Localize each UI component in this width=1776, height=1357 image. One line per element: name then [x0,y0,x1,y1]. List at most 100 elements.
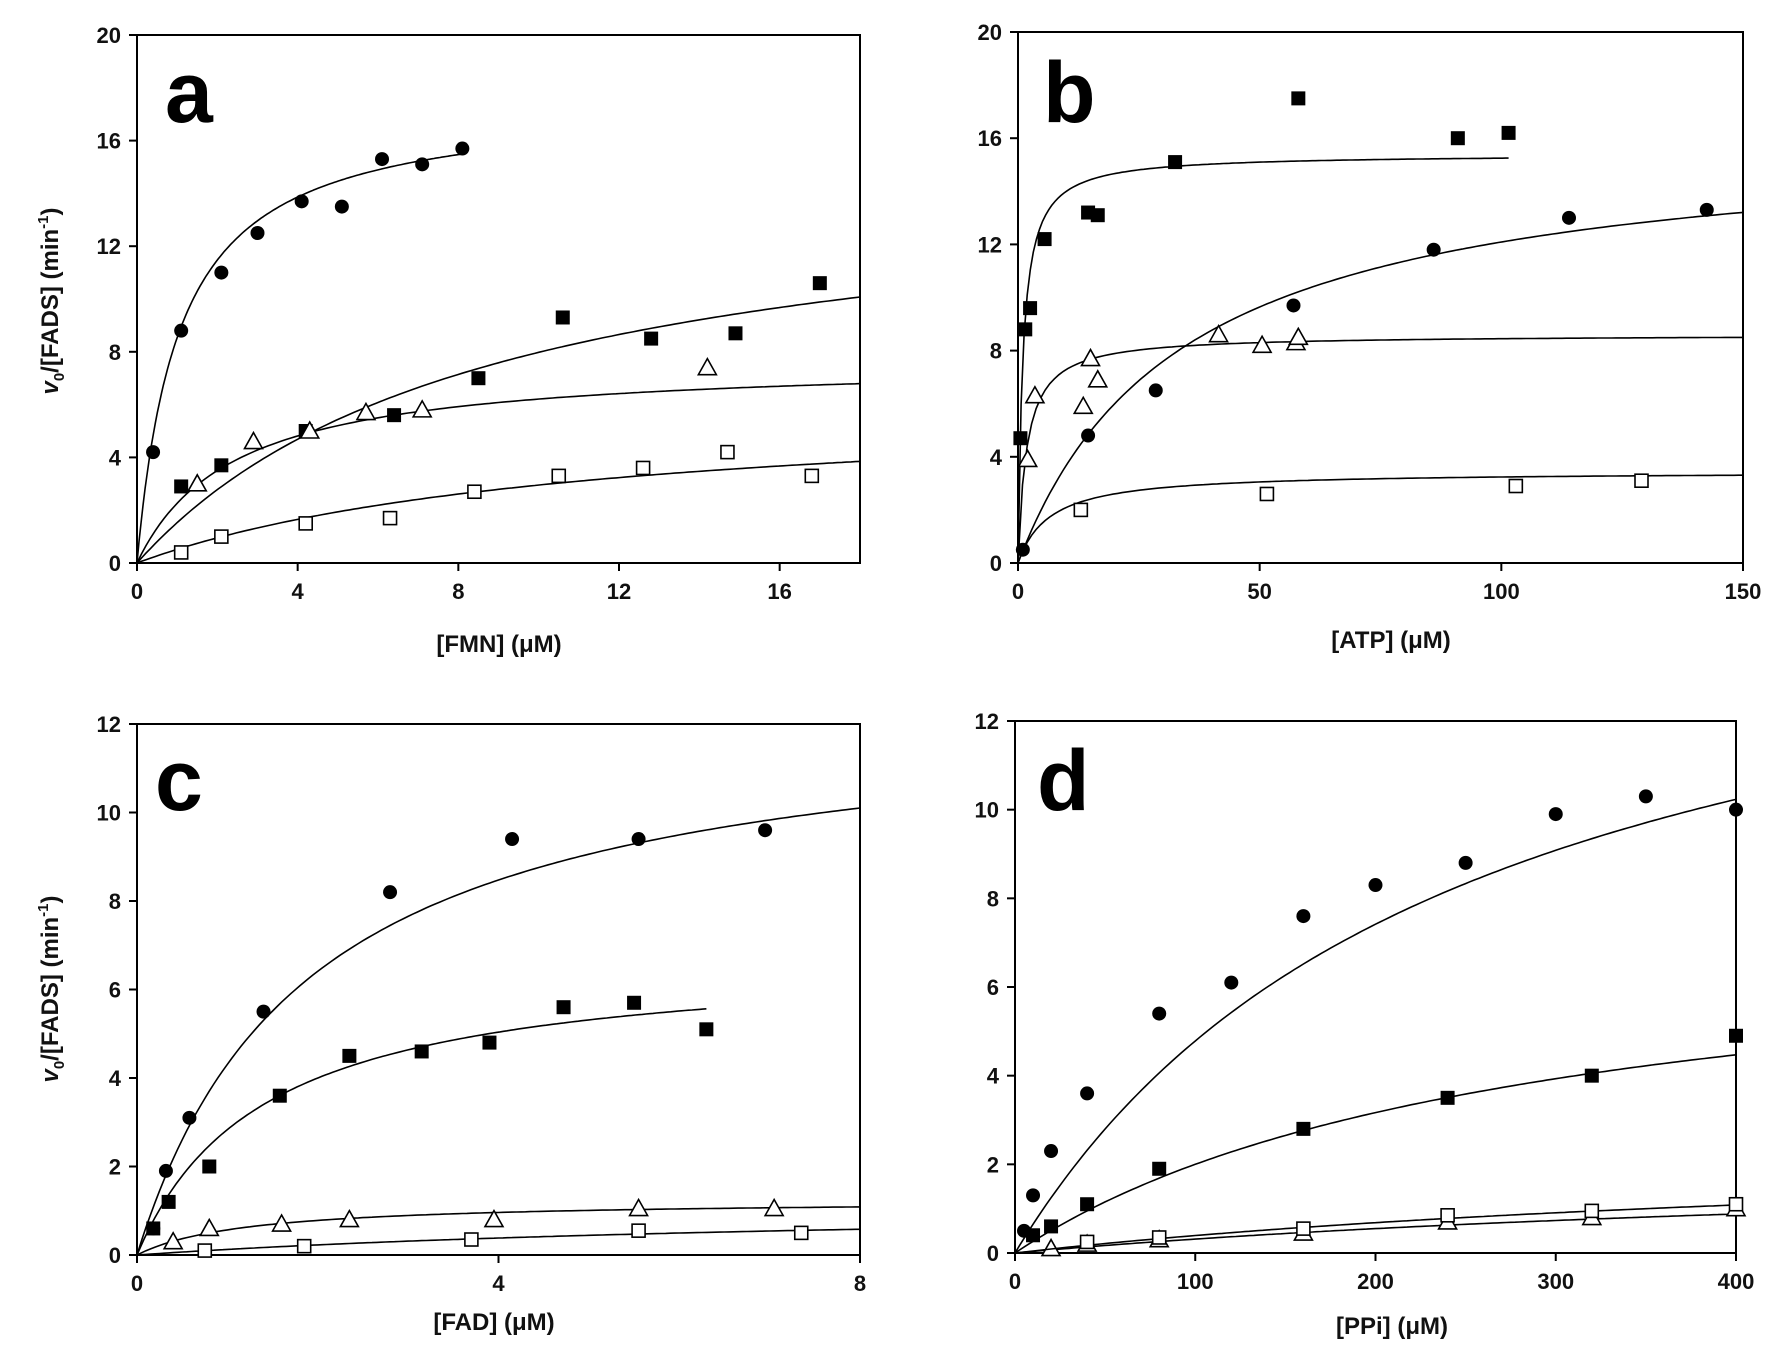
panel-d-ytick-label: 0 [987,1241,999,1266]
panel-b-ytick-label: 12 [978,232,1002,257]
panel-c-point-open-triangles [483,1208,505,1228]
panel-a-point-open-triangles [411,399,433,418]
panel-d-point-filled-circles [1224,975,1239,990]
panel-a-point-filled-squares [174,479,189,494]
panel-d-point-filled-circles [1729,802,1743,817]
panel-c-point-filled-circles [182,1110,197,1125]
panel-d-xtick-label: 0 [1009,1269,1021,1294]
panel-c-point-filled-circles [505,832,520,847]
panel-d-point-filled-squares [1729,1028,1743,1043]
panel-b-xtick-label: 150 [1725,579,1762,604]
panel-c-point-open-squares [197,1243,213,1258]
panel-a-point-open-squares [720,444,735,460]
panel-c-point-filled-circles [631,832,646,847]
panel-d-plot-frame [1014,720,1737,1254]
panel-b-point-open-triangles [1024,385,1046,404]
panel-a-point-filled-squares [555,310,570,325]
panel-a-point-open-squares [467,484,482,500]
panel-d-point-open-squares [1079,1234,1095,1250]
panel-a-xtick-label: 8 [452,579,464,604]
panel-b: b [ATP] (μM) 0 50 100 150 0 4 8 12 16 20 [978,20,1762,654]
panel-b-point-open-squares [1259,486,1275,502]
panel-a-ytick-label: 8 [109,340,121,365]
panel-d-point-filled-squares [1026,1228,1041,1243]
panel-b-point-open-squares [1073,502,1089,518]
panel-c-point-open-triangles [271,1213,292,1232]
panel-b-fit-filled-squares [1017,157,1509,564]
panel-a-point-filled-circles [334,199,349,214]
panel-c-fit-open-squares [136,1228,860,1256]
panel-c-ytick-label: 10 [97,801,121,826]
panel-b-xtick-label: 50 [1247,579,1271,604]
panel-b-point-open-triangles [1251,334,1273,354]
panel-d-fit-filled-circles [1014,798,1737,1254]
panel-a-plot-frame [136,34,861,564]
panel-d-point-filled-circles [1638,789,1653,804]
panel-b-point-filled-circles [1081,428,1096,443]
panel-c-point-filled-circles [758,823,773,838]
panel-a-ytick-label: 12 [97,234,121,259]
panel-a-point-open-triangles [186,473,208,492]
panel-d-point-filled-squares [1296,1121,1311,1136]
panel-c-point-open-squares [793,1225,809,1241]
panel-a-point-filled-circles [415,157,430,172]
panel-a-ylabel: v0/[FADS] (min-1) [35,207,68,394]
panel-c-ytick-label: 4 [109,1066,122,1091]
panel-a-letter: a [165,45,214,141]
panel-d-ytick-label: 2 [987,1152,999,1177]
panel-d-ytick-label: 8 [987,886,999,911]
panel-d-point-filled-circles [1044,1144,1059,1159]
panel-a-fit-open-squares [136,460,861,564]
ylabel-mid: /[FADS] (min [37,917,64,1061]
panel-b-point-filled-squares [1501,125,1516,140]
panel-b-point-filled-squares [1291,91,1306,106]
panel-b-plot-frame [1017,31,1744,564]
panel-b-ytick-label: 4 [990,445,1003,470]
panel-d-point-filled-circles [1458,855,1473,870]
panel-c-xtick-label: 8 [854,1271,866,1296]
panel-d-point-open-squares [1440,1208,1455,1223]
panel-d-point-open-squares [1296,1221,1311,1236]
panel-d-point-open-squares [1728,1196,1744,1212]
panel-d-point-open-squares [1151,1230,1167,1245]
panel-a-point-filled-squares [214,458,229,473]
panel-c-point-open-squares [296,1238,312,1254]
panel-b-point-filled-circles [1426,242,1441,257]
panel-c-ytick-label: 6 [109,978,121,1003]
panel-a-point-filled-circles [455,141,470,156]
ylabel-end: ) [37,207,64,215]
panel-d-ytick-label: 4 [987,1064,1000,1089]
panel-b-point-open-triangles [1087,369,1109,388]
panel-c-point-filled-squares [272,1088,287,1103]
panel-d-point-filled-circles [1296,909,1311,924]
ylabel-mid: /[FADS] (min [37,229,64,373]
panel-a-point-filled-circles [294,194,309,209]
panel-a-point-open-squares [298,516,314,531]
panel-d-point-open-triangles [1040,1237,1062,1257]
panel-c-ylabel: v0/[FADS] (min-1) [35,895,68,1082]
panel-c-point-open-triangles [162,1231,184,1250]
ylabel-v: v [37,1068,64,1083]
panel-b-ytick-label: 8 [990,339,1002,364]
panel-a-ytick-label: 16 [97,129,121,154]
panel-d-point-filled-squares [1044,1219,1059,1234]
panel-b-point-filled-squares [1018,322,1033,337]
panel-a-point-filled-squares [728,326,743,341]
panel-c-xtick-label: 4 [492,1271,505,1296]
panel-a-point-filled-squares [644,331,659,346]
panel-b-point-filled-squares [1168,155,1183,170]
panel-b-fit-open-squares [1017,474,1743,564]
panel-a-point-filled-circles [146,445,161,460]
panel-d-point-filled-squares [1152,1161,1167,1176]
panel-b-point-open-triangles [1208,324,1229,343]
panel-a-point-filled-squares [471,371,486,386]
panel-a-point-open-squares [551,468,567,484]
panel-a-point-open-squares [804,468,820,484]
panel-a-xtick-label: 4 [292,579,305,604]
panel-c-point-open-triangles [339,1208,360,1228]
panel-a-point-open-triangles [696,357,718,376]
panel-c-ytick-label: 0 [109,1243,121,1268]
ylabel-sup: -1 [35,903,52,916]
panel-b-xtick-label: 0 [1012,579,1024,604]
